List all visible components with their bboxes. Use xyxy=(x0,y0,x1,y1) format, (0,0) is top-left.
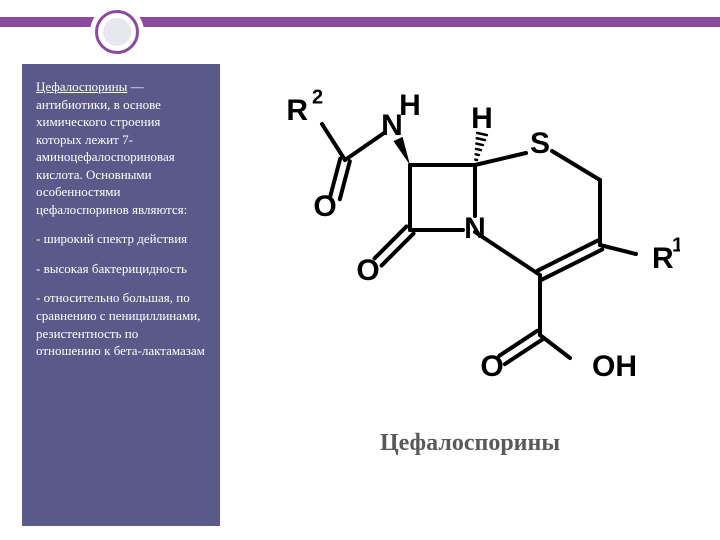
sidebar-panel: Цефалоспорины — антибиотики, в основе хи… xyxy=(22,64,220,526)
main-area: R2HNHSOONR1OOH Цефалоспорины xyxy=(240,30,700,520)
sidebar-bullet-2: - высокая бактерицидность xyxy=(36,260,206,278)
svg-text:R: R xyxy=(286,94,308,127)
svg-text:O: O xyxy=(480,350,503,383)
svg-text:N: N xyxy=(381,109,403,142)
sidebar-intro-rest: — антибиотики, в основе химического стро… xyxy=(36,79,187,217)
chemical-structure: R2HNHSOONR1OOH xyxy=(260,50,680,410)
caption: Цефалоспорины xyxy=(240,430,700,457)
svg-text:O: O xyxy=(356,254,379,287)
svg-text:OH: OH xyxy=(592,350,637,383)
svg-text:O: O xyxy=(313,190,336,223)
svg-text:H: H xyxy=(471,102,493,135)
ornament-inner xyxy=(103,18,131,46)
slide: Цефалоспорины — антибиотики, в основе хи… xyxy=(0,0,720,540)
svg-text:1: 1 xyxy=(672,234,680,256)
sidebar-intro: Цефалоспорины — антибиотики, в основе хи… xyxy=(36,78,206,218)
sidebar-bullet-1: - широкий спектр действия xyxy=(36,230,206,248)
svg-text:2: 2 xyxy=(312,86,323,108)
svg-text:N: N xyxy=(464,212,486,245)
svg-text:S: S xyxy=(530,127,550,160)
sidebar-bullet-3: - относительно большая, по сравнению с п… xyxy=(36,289,206,359)
sidebar-term: Цефалоспорины xyxy=(36,79,127,94)
svg-text:R: R xyxy=(652,242,674,275)
